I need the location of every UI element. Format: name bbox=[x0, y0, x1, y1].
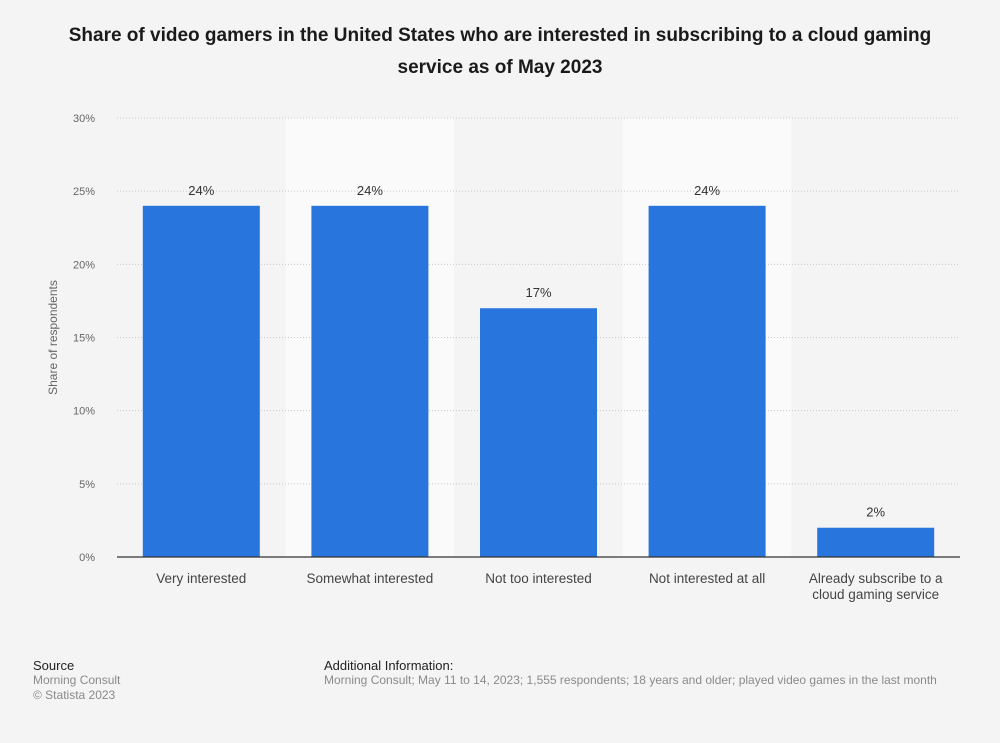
x-tick-label: Not interested at all bbox=[649, 571, 765, 586]
x-tick-label: Somewhat interested bbox=[306, 571, 433, 586]
bar-chart: 0% 5% 10% 15% 20% 25% 30% Share of respondents 2… bbox=[46, 113, 960, 602]
y-tick-label: 15% bbox=[73, 333, 95, 345]
data-label: 2% bbox=[866, 505, 885, 520]
data-label: 24% bbox=[188, 183, 214, 198]
x-tick-label: Very interested bbox=[156, 571, 246, 586]
bar bbox=[311, 205, 429, 558]
additional-info-block: Additional Information: Morning Consult;… bbox=[324, 658, 974, 688]
source-line: Morning Consult bbox=[33, 673, 121, 687]
bar bbox=[480, 308, 597, 557]
bar bbox=[817, 527, 935, 557]
data-label: 17% bbox=[525, 285, 551, 300]
data-label: 24% bbox=[694, 183, 720, 198]
source-heading: Source bbox=[33, 658, 75, 673]
additional-info-heading: Additional Information: bbox=[324, 658, 454, 673]
x-tick-label: Not too interested bbox=[485, 571, 592, 586]
y-tick-label: 20% bbox=[73, 259, 95, 271]
y-tick-label: 5% bbox=[79, 479, 95, 491]
y-tick-label: 30% bbox=[73, 113, 95, 125]
y-tick-label: 25% bbox=[73, 186, 95, 198]
bar bbox=[142, 205, 260, 558]
additional-info-text: Morning Consult; May 11 to 14, 2023; 1,5… bbox=[324, 673, 937, 687]
bar bbox=[648, 205, 766, 558]
y-tick-label: 10% bbox=[73, 406, 95, 418]
copyright-line: © Statista 2023 bbox=[33, 688, 116, 702]
y-tick-label: 0% bbox=[79, 552, 95, 564]
chart-title: Share of video gamers in the United Stat… bbox=[68, 25, 932, 78]
x-tick-label: Already subscribe to a cloud gaming servi… bbox=[809, 571, 943, 602]
source-block: Source Morning Consult © Statista 2023 bbox=[33, 658, 120, 703]
data-label: 24% bbox=[357, 183, 383, 198]
y-axis-title: Share of respondents bbox=[46, 280, 60, 395]
